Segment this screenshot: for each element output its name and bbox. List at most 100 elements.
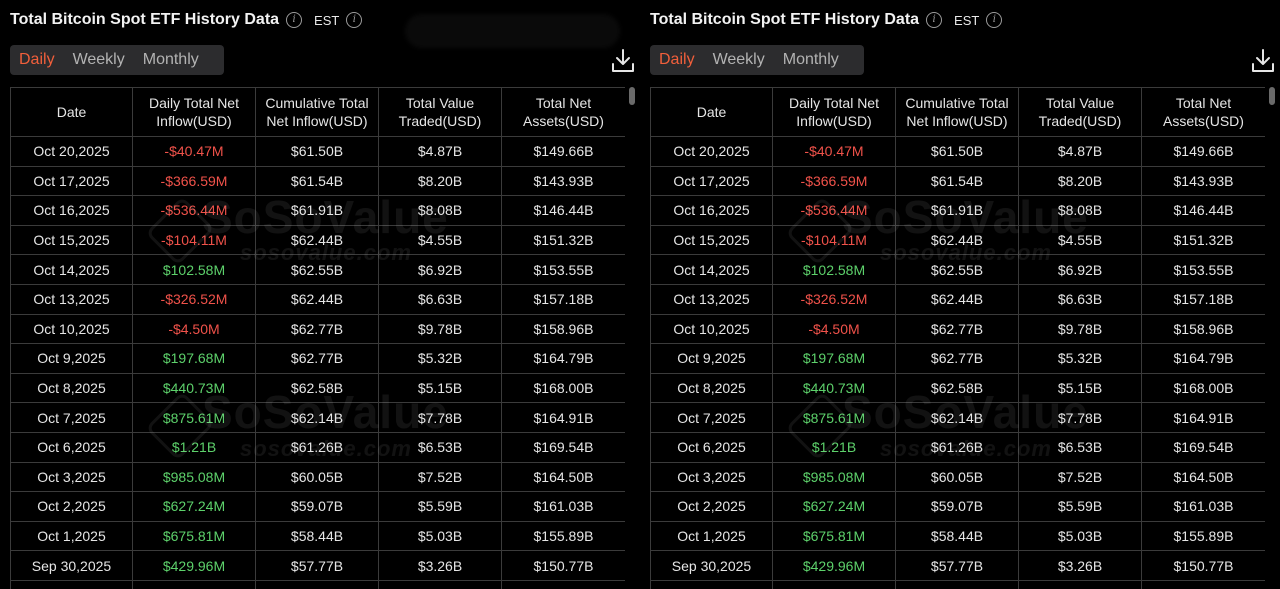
- value-traded-cell: $4.87B: [1018, 136, 1142, 167]
- table-row[interactable]: Oct 2,2025 $627.24M $59.07B $5.59B $161.03B: [10, 491, 625, 522]
- table-row[interactable]: Oct 15,2025 -$104.11M $62.44B $4.55B $151.32…: [650, 224, 1265, 256]
- table-row[interactable]: Oct 8,2025 $440.73M $62.58B $5.15B $168.00B: [650, 372, 1265, 404]
- tab-weekly[interactable]: Weekly: [72, 51, 125, 68]
- value-traded-cell: $8.08B: [1018, 195, 1142, 226]
- table-row[interactable]: Oct 17,2025 -$366.59M $61.54B $8.20B $143.93…: [10, 165, 625, 197]
- table-row[interactable]: Sep 30,2025 $429.96M $57.77B $3.26B $150.77B: [650, 550, 1265, 581]
- info-circle-icon[interactable]: i: [286, 12, 303, 28]
- column-header-daily-inflow[interactable]: Daily Total Net Inflow(USD): [772, 87, 896, 137]
- cumulative-inflow-cell: $62.58B: [255, 372, 379, 404]
- value-traded-cell: $5.03B: [1018, 520, 1142, 552]
- info-circle-icon[interactable]: i: [346, 12, 363, 28]
- net-assets-cell: $168.00B: [501, 372, 625, 404]
- table-row[interactable]: Oct 20,2025 -$40.47M $61.50B $4.87B $149.66B: [10, 136, 625, 167]
- table-row[interactable]: Oct 10,2025 -$4.50M $62.77B $9.78B $158.96B: [650, 313, 1265, 345]
- cumulative-inflow-cell: $62.77B: [895, 343, 1019, 374]
- info-circle-icon[interactable]: i: [986, 12, 1003, 28]
- download-icon: [612, 49, 634, 72]
- column-header-value-traded[interactable]: Total Value Traded(USD): [378, 87, 502, 137]
- download-button[interactable]: [1251, 48, 1275, 74]
- net-assets-cell: $168.00B: [1141, 372, 1265, 404]
- daily-inflow-cell: -$366.59M: [772, 165, 896, 197]
- column-header-cumulative-inflow[interactable]: Cumulative Total Net Inflow(USD): [895, 87, 1019, 137]
- cumulative-inflow-cell: $62.77B: [255, 343, 379, 374]
- table-row[interactable]: Oct 1,2025 $675.81M $58.44B $5.03B $155.89B: [10, 520, 625, 552]
- cumulative-inflow-cell: $61.50B: [255, 136, 379, 167]
- value-traded-cell: $8.08B: [378, 195, 502, 226]
- tab-monthly[interactable]: Monthly: [142, 51, 199, 68]
- download-button[interactable]: [611, 48, 635, 74]
- table-row[interactable]: Oct 2,2025 $627.24M $59.07B $5.59B $161.03B: [650, 491, 1265, 522]
- history-table-container[interactable]: Date Daily Total Net Inflow(USD) Cumulati…: [10, 87, 625, 589]
- value-traded-cell: $3.26B: [1018, 550, 1142, 581]
- tab-monthly[interactable]: Monthly: [782, 51, 839, 68]
- table-row[interactable]: Oct 10,2025 -$4.50M $62.77B $9.78B $158.96B: [10, 313, 625, 345]
- tab-daily[interactable]: Daily: [19, 51, 55, 68]
- column-header-cumulative-inflow[interactable]: Cumulative Total Net Inflow(USD): [255, 87, 379, 137]
- table-row[interactable]: Oct 13,2025 -$326.52M $62.44B $6.63B $157.18…: [10, 283, 625, 315]
- column-header-date[interactable]: Date: [10, 87, 133, 137]
- table-row[interactable]: Oct 15,2025 -$104.11M $62.44B $4.55B $151.32…: [10, 224, 625, 256]
- tab-weekly[interactable]: Weekly: [712, 51, 765, 68]
- info-circle-icon[interactable]: i: [926, 12, 943, 28]
- column-header-value-traded[interactable]: Total Value Traded(USD): [1018, 87, 1142, 137]
- table-row[interactable]: Oct 14,2025 $102.58M $62.55B $6.92B $153.55B: [650, 254, 1265, 285]
- table-row[interactable]: Oct 9,2025 $197.68M $62.77B $5.32B $164.79B: [650, 343, 1265, 374]
- date-cell: Oct 2,2025: [650, 491, 773, 522]
- cumulative-inflow-cell: $61.50B: [895, 136, 1019, 167]
- column-header-daily-inflow[interactable]: Daily Total Net Inflow(USD): [132, 87, 256, 137]
- table-row[interactable]: Sep 30,2025 $429.96M $57.77B $3.26B $150.77B: [10, 550, 625, 581]
- table-row[interactable]: Oct 7,2025 $875.61M $62.14B $7.78B $164.91B: [650, 402, 1265, 433]
- table-row[interactable]: Oct 14,2025 $102.58M $62.55B $6.92B $153.55B: [10, 254, 625, 285]
- table-row[interactable]: Oct 20,2025 -$40.47M $61.50B $4.87B $149.66B: [650, 136, 1265, 167]
- net-assets-cell: $151.32B: [501, 224, 625, 256]
- header-label: Net Inflow(USD): [906, 113, 1008, 129]
- table-row[interactable]: Oct 9,2025 $197.68M $62.77B $5.32B $164.79B: [10, 343, 625, 374]
- value-traded-cell: $6.63B: [378, 283, 502, 315]
- daily-inflow-cell: $875.61M: [772, 402, 896, 433]
- daily-inflow-cell: -$40.47M: [132, 136, 256, 167]
- scrollbar-thumb[interactable]: [629, 87, 635, 105]
- table-row[interactable]: Oct 7,2025 $875.61M $62.14B $7.78B $164.91B: [10, 402, 625, 433]
- net-assets-cell: $157.18B: [1141, 283, 1265, 315]
- column-header-net-assets[interactable]: Total Net Assets(USD): [1141, 87, 1265, 137]
- daily-inflow-cell: $627.24M: [772, 491, 896, 522]
- net-assets-cell: $164.50B: [1141, 461, 1265, 493]
- value-traded-cell: $7.52B: [1018, 461, 1142, 493]
- daily-inflow-cell: $440.73M: [132, 372, 256, 404]
- table-row[interactable]: [650, 579, 1265, 589]
- value-traded-cell: $6.92B: [378, 254, 502, 285]
- daily-inflow-cell: [132, 579, 256, 589]
- history-table: Date Daily Total Net Inflow(USD) Cumulati…: [650, 87, 1265, 589]
- net-assets-cell: [501, 579, 625, 589]
- column-header-date[interactable]: Date: [650, 87, 773, 137]
- history-table-container[interactable]: Date Daily Total Net Inflow(USD) Cumulati…: [650, 87, 1265, 589]
- cumulative-inflow-cell: $61.26B: [895, 431, 1019, 463]
- table-row[interactable]: Oct 13,2025 -$326.52M $62.44B $6.63B $157.18…: [650, 283, 1265, 315]
- net-assets-cell: $169.54B: [1141, 431, 1265, 463]
- table-row[interactable]: Oct 6,2025 $1.21B $61.26B $6.53B $169.54B: [10, 431, 625, 463]
- table-row[interactable]: Oct 3,2025 $985.08M $60.05B $7.52B $164.50B: [10, 461, 625, 493]
- date-cell: Oct 1,2025: [650, 520, 773, 552]
- daily-inflow-cell: -$326.52M: [132, 283, 256, 315]
- table-row[interactable]: Oct 16,2025 -$536.44M $61.91B $8.08B $146.44…: [10, 195, 625, 226]
- daily-inflow-cell: [772, 579, 896, 589]
- table-row[interactable]: Oct 16,2025 -$536.44M $61.91B $8.08B $146.44…: [650, 195, 1265, 226]
- period-tabs: Daily Weekly Monthly: [650, 45, 864, 75]
- table-row[interactable]: Oct 6,2025 $1.21B $61.26B $6.53B $169.54B: [650, 431, 1265, 463]
- table-row[interactable]: [10, 579, 625, 589]
- header-label: Total Value: [1045, 95, 1115, 111]
- daily-inflow-cell: -$326.52M: [772, 283, 896, 315]
- value-traded-cell: $9.78B: [378, 313, 502, 345]
- table-row[interactable]: Oct 3,2025 $985.08M $60.05B $7.52B $164.50B: [650, 461, 1265, 493]
- cumulative-inflow-cell: $62.58B: [895, 372, 1019, 404]
- daily-inflow-cell: $440.73M: [772, 372, 896, 404]
- table-row[interactable]: Oct 8,2025 $440.73M $62.58B $5.15B $168.00B: [10, 372, 625, 404]
- tab-daily[interactable]: Daily: [659, 51, 695, 68]
- table-row[interactable]: Oct 1,2025 $675.81M $58.44B $5.03B $155.89B: [650, 520, 1265, 552]
- header-label: Net Inflow(USD): [266, 113, 368, 129]
- scrollbar-thumb[interactable]: [1269, 87, 1275, 105]
- column-header-net-assets[interactable]: Total Net Assets(USD): [501, 87, 625, 137]
- date-cell: Oct 13,2025: [650, 283, 773, 315]
- table-row[interactable]: Oct 17,2025 -$366.59M $61.54B $8.20B $143.93…: [650, 165, 1265, 197]
